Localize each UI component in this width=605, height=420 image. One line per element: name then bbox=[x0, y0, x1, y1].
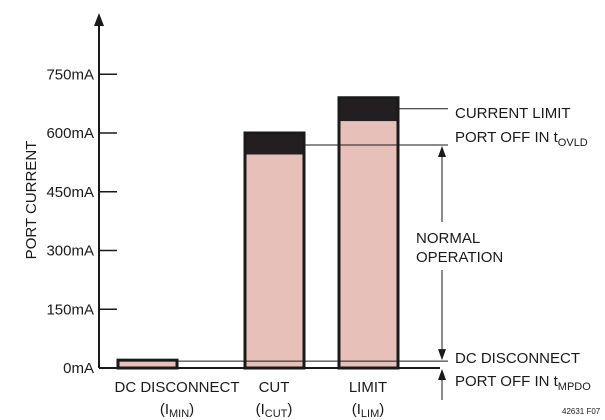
x-category-symbol-sub: LIM bbox=[361, 408, 379, 420]
y-tick-label: 600mA bbox=[46, 125, 94, 142]
y-ticks: 0mA 150mA 300mA 450mA 600mA 750mA bbox=[46, 66, 117, 377]
y-tick-label: 450mA bbox=[46, 184, 94, 201]
figure-id: 42631 F07 bbox=[562, 407, 601, 416]
bar-overload-band bbox=[339, 97, 398, 122]
bar-limit bbox=[337, 96, 400, 370]
annotations bbox=[177, 108, 448, 400]
y-tick-label: 750mA bbox=[46, 66, 94, 83]
x-category-symbol-close: ) bbox=[287, 401, 292, 418]
y-axis-arrow bbox=[94, 13, 104, 26]
x-category-label: CUT bbox=[259, 379, 290, 396]
bar-outline bbox=[116, 358, 179, 370]
x-category-symbol: (ICUT) bbox=[256, 401, 293, 420]
x-category-symbol: (IMIN) bbox=[160, 401, 194, 420]
normal-arrow-down bbox=[438, 349, 446, 361]
y-tick-label: 300mA bbox=[46, 243, 94, 260]
x-category-label: DC DISCONNECT bbox=[114, 379, 239, 396]
y-axis-title: PORT CURRENT bbox=[23, 141, 40, 260]
x-category-symbol-main: (I bbox=[352, 401, 361, 418]
x-category-symbol-main: (I bbox=[256, 401, 265, 418]
bar-overload-band bbox=[245, 133, 304, 155]
bar-fill bbox=[118, 360, 177, 368]
annotation-port-off-ovld: PORT OFF IN tOVLD bbox=[455, 129, 588, 149]
bar-fill bbox=[339, 121, 398, 368]
x-category-symbol: (ILIM) bbox=[352, 401, 385, 420]
bar-outline bbox=[243, 131, 306, 370]
annotation-dc-disconnect: DC DISCONNECT bbox=[455, 350, 580, 367]
x-category-symbol-sub: MIN bbox=[169, 408, 189, 420]
annotation-normal: NORMAL bbox=[416, 230, 480, 247]
annotation-operation: OPERATION bbox=[416, 249, 503, 266]
x-category-symbol-close: ) bbox=[379, 401, 384, 418]
x-category-symbol-sub: CUT bbox=[265, 408, 288, 420]
x-labels: DC DISCONNECT(IMIN)CUT(ICUT)LIMIT(ILIM) bbox=[114, 379, 387, 420]
bar-dc-disconnect bbox=[116, 358, 179, 370]
x-category-symbol-main: (I bbox=[160, 401, 169, 418]
bars bbox=[116, 96, 400, 370]
annotation-port-off-mpdo: PORT OFF IN tMPDO bbox=[455, 373, 591, 393]
bar-fill bbox=[245, 154, 304, 368]
bar-outline bbox=[337, 96, 400, 370]
normal-arrow-up bbox=[438, 146, 446, 157]
y-tick-label: 150mA bbox=[46, 301, 94, 318]
x-category-label: LIMIT bbox=[349, 379, 387, 396]
x-category-symbol-close: ) bbox=[189, 401, 194, 418]
y-tick-label: 0mA bbox=[63, 360, 94, 377]
bar-cut bbox=[243, 131, 306, 370]
mpdo-arrow-up bbox=[438, 369, 446, 380]
annotation-current-limit: CURRENT LIMIT bbox=[455, 105, 571, 122]
